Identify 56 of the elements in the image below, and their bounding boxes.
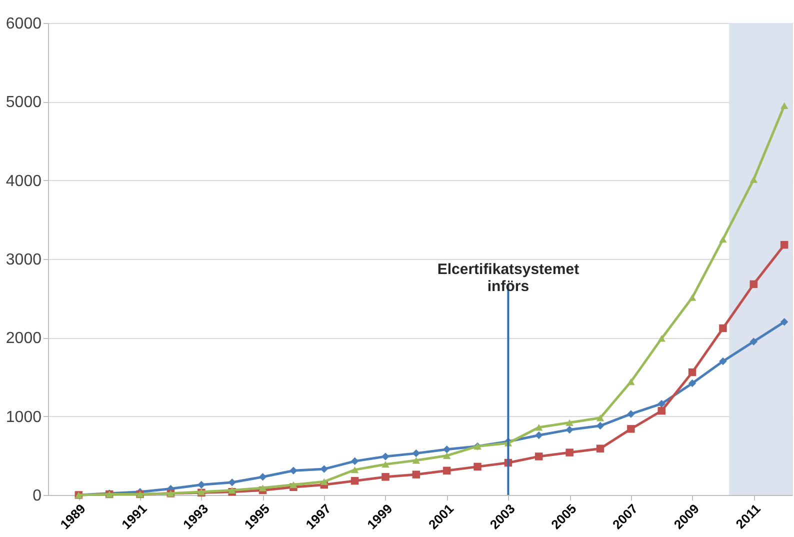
point [258,473,267,481]
point [750,338,758,346]
point [350,466,359,474]
point [780,240,788,249]
point [535,424,543,431]
point [228,478,236,486]
point [658,335,666,342]
ref-line-label: Elcertifikatsystemet införs [437,261,580,295]
point [320,478,328,485]
point [688,379,696,388]
point [719,357,727,366]
y-tick-label: 5000 [6,94,42,112]
point [688,294,696,301]
point [719,236,727,243]
point [198,480,206,489]
y-tick-label: 1000 [6,408,42,426]
point [750,176,758,183]
point [566,419,574,426]
point [320,465,328,473]
point [474,462,482,471]
point [350,476,359,485]
y-tick-label: 6000 [6,16,42,32]
point [382,460,390,468]
point [442,466,451,474]
point [442,452,451,460]
point [412,470,420,478]
y-tick-label: 2000 [6,330,42,348]
point [750,280,758,288]
y-tick-label: 4000 [6,172,42,190]
point [350,457,359,466]
point [688,368,696,376]
point [290,481,298,488]
point [412,449,420,458]
point [535,452,543,460]
y-tick-label: 0 [32,488,42,504]
point [382,473,390,481]
point [596,444,604,452]
point [566,426,574,434]
point [535,431,543,440]
point [658,400,666,408]
point [627,425,635,433]
point [290,466,298,474]
point [566,448,574,456]
point [596,422,604,430]
point [382,452,390,460]
point [627,410,635,418]
point [780,318,788,326]
point [627,378,635,386]
point [442,446,451,454]
y-tick-label: 3000 [6,252,42,268]
point [412,457,420,464]
point [658,406,666,415]
point [596,414,604,422]
point [719,324,727,332]
point [258,484,267,492]
point [780,102,788,109]
